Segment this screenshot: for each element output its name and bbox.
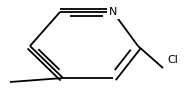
Text: N: N [109, 7, 117, 17]
Text: Cl: Cl [168, 55, 178, 65]
